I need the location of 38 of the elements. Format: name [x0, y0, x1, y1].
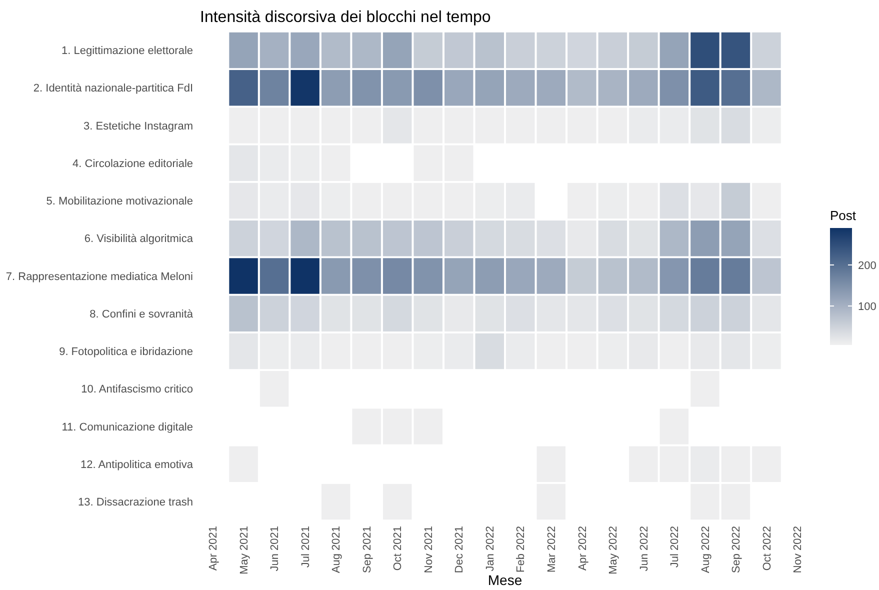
- y-tick-label: 6. Visibilità algoritmica: [84, 233, 194, 246]
- color-bar-label: 200: [858, 260, 876, 272]
- color-bar-label: 100: [858, 300, 876, 313]
- chart-title: Intensità discorsiva dei blocchi nel tempo: [200, 9, 491, 26]
- x-tick-label: Feb 2022: [515, 526, 528, 572]
- x-tick-label: Mar 2022: [546, 526, 558, 572]
- y-tick-label: 5. Mobilitazione motivazionale: [46, 196, 193, 208]
- x-tick-label: Apr 2022: [576, 526, 589, 571]
- x-tick-label: Aug 2022: [700, 526, 712, 574]
- y-tick-label: 2. Identità nazionale-partitica FdI: [33, 82, 193, 95]
- x-tick-label: Dec 2021: [454, 526, 466, 574]
- y-tick-label: 9. Fotopolitica e ibridazione: [59, 346, 193, 358]
- x-tick-label: Jul 2022: [669, 526, 682, 568]
- x-tick-label: Jan 2022: [484, 526, 496, 572]
- y-tick-label: 7. Rappresentazione mediatica Meloni: [6, 270, 193, 283]
- x-tick-label: May 2022: [608, 526, 620, 574]
- y-tick-label: 12. Antipolitica emotiva: [80, 458, 194, 471]
- x-tick-label: Oct 2021: [392, 526, 404, 571]
- y-tick-label: 10. Antifascismo critico: [81, 384, 193, 396]
- x-axis-title: Mese: [488, 572, 522, 588]
- y-tick-label: 4. Circolazione editoriale: [72, 158, 193, 170]
- x-tick-label: Jun 2022: [638, 526, 650, 572]
- color-bar-title: Post: [830, 208, 856, 223]
- y-tick-label: 1. Legittimazione elettorale: [62, 45, 193, 58]
- y-tick-label: 13. Dissacrazione trash: [78, 496, 193, 509]
- x-tick-label: May 2021: [238, 526, 250, 574]
- x-tick-label: Aug 2021: [330, 526, 343, 574]
- x-tick-label: Nov 2021: [422, 526, 435, 574]
- x-tick-label: Jun 2021: [269, 526, 282, 572]
- y-tick-label: 8. Confini e sovranità: [90, 308, 194, 320]
- x-tick-label: Jul 2021: [300, 526, 312, 568]
- y-tick-label: 11. Comunicazione digitale: [62, 421, 193, 434]
- x-tick-label: Oct 2022: [761, 526, 774, 571]
- y-tick-label: 3. Estetiche Instagram: [84, 120, 193, 132]
- x-tick-label: Nov 2022: [792, 526, 804, 574]
- x-tick-label: Sep 2021: [361, 526, 374, 574]
- x-tick-label: Apr 2021: [208, 526, 220, 571]
- x-tick-label: Sep 2022: [730, 526, 743, 574]
